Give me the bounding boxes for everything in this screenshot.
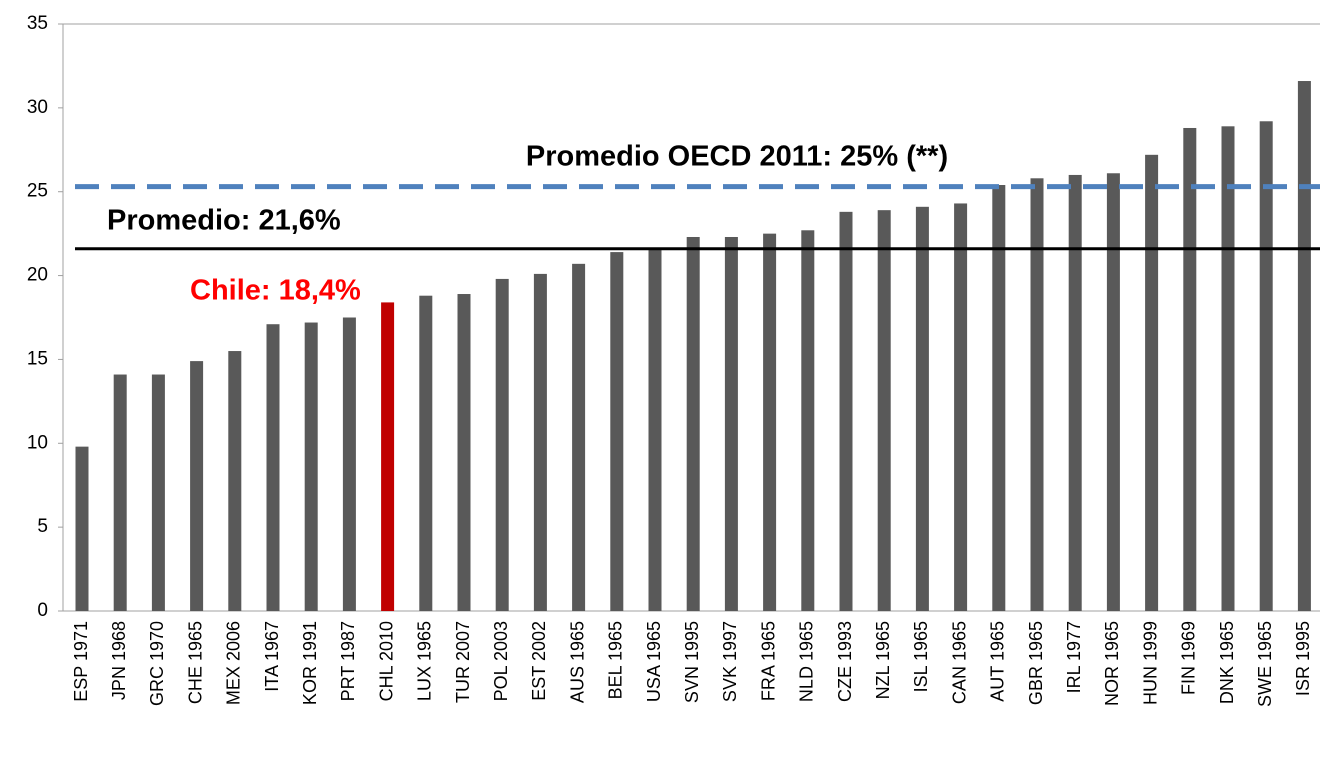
bar: [113, 374, 127, 611]
x-tick-label: BEL 1965: [606, 621, 626, 699]
x-tick-label: CAN 1965: [949, 621, 969, 704]
x-tick-label: NOR 1965: [1102, 621, 1122, 706]
reference-label: Promedio: 21,6%: [107, 205, 341, 237]
x-tick-label: GRC 1970: [147, 621, 167, 706]
x-tick-label: DNK 1965: [1217, 621, 1237, 704]
x-tick-label: KOR 1991: [300, 621, 320, 705]
y-tick-label: 0: [37, 600, 48, 621]
x-tick-label: EST 2002: [529, 621, 549, 701]
x-tick-label: AUS 1965: [567, 621, 587, 703]
x-tick-label: FIN 1969: [1179, 621, 1199, 695]
y-tick-label: 35: [27, 13, 48, 34]
x-tick-label: MEX 2006: [224, 621, 244, 705]
bar: [266, 324, 280, 611]
bar: [1106, 173, 1120, 611]
bar: [1030, 178, 1044, 611]
x-tick-label: CHL 2010: [376, 621, 396, 701]
bar: [1068, 174, 1082, 611]
bar: [954, 203, 968, 611]
x-tick-label: NLD 1965: [797, 621, 817, 702]
x-tick-label: TUR 2007: [453, 621, 473, 703]
bar: [1183, 127, 1197, 612]
bar: [915, 206, 929, 611]
bar: [342, 317, 356, 611]
bar: [151, 374, 165, 611]
x-tick-label: ISL 1965: [911, 621, 931, 692]
bar: [572, 263, 586, 611]
x-tick-label: AUT 1965: [988, 621, 1008, 702]
bar: [381, 302, 395, 611]
x-tick-label: ITA 1967: [262, 621, 282, 692]
bar: [724, 236, 738, 612]
bar: [304, 322, 318, 611]
bar: [1297, 81, 1311, 612]
bar: [648, 248, 662, 612]
bar: [75, 446, 89, 611]
bar: [1221, 126, 1235, 611]
x-tick-label: POL 2003: [491, 621, 511, 701]
x-tick-label: CHE 1965: [185, 621, 205, 704]
bar: [190, 361, 204, 611]
x-tick-label: SVK 1997: [720, 621, 740, 702]
x-tick-label: SWE 1965: [1255, 621, 1275, 707]
bar: [495, 278, 509, 611]
x-tick-label: HUN 1999: [1140, 621, 1160, 705]
bar: [457, 294, 471, 611]
bar: [686, 236, 700, 612]
bar: [763, 233, 777, 611]
y-tick-label: 25: [27, 181, 48, 202]
x-tick-label: PRT 1987: [338, 621, 358, 701]
y-tick-label: 10: [27, 432, 48, 453]
x-tick-label: NZL 1965: [873, 621, 893, 699]
x-tick-label: ISR 1995: [1293, 621, 1313, 696]
x-tick-label: SVN 1995: [682, 621, 702, 703]
bar: [992, 185, 1006, 611]
x-tick-label: ESP 1971: [71, 621, 91, 702]
reference-label: Promedio OECD 2011: 25% (**): [526, 141, 948, 173]
bar: [839, 211, 853, 611]
x-tick-label: IRL 1977: [1064, 621, 1084, 693]
bar: [801, 230, 815, 611]
bar: [228, 351, 242, 611]
x-tick-label: FRA 1965: [758, 621, 778, 701]
bar: [533, 273, 547, 611]
bar: [1259, 121, 1273, 611]
x-tick-label: JPN 1968: [109, 621, 129, 700]
y-tick-label: 15: [27, 348, 48, 369]
bar: [1145, 154, 1159, 611]
x-tick-label: USA 1965: [644, 621, 664, 702]
bar: [610, 252, 624, 611]
y-tick-label: 20: [27, 265, 48, 286]
x-tick-label: GBR 1965: [1026, 621, 1046, 705]
x-tick-label: CZE 1993: [835, 621, 855, 702]
y-tick-label: 30: [27, 97, 48, 118]
bar: [877, 210, 891, 612]
y-tick-label: 5: [37, 516, 48, 537]
annotation: Chile: 18,4%: [190, 275, 361, 307]
x-tick-label: LUX 1965: [415, 621, 435, 701]
bar: [419, 295, 433, 611]
